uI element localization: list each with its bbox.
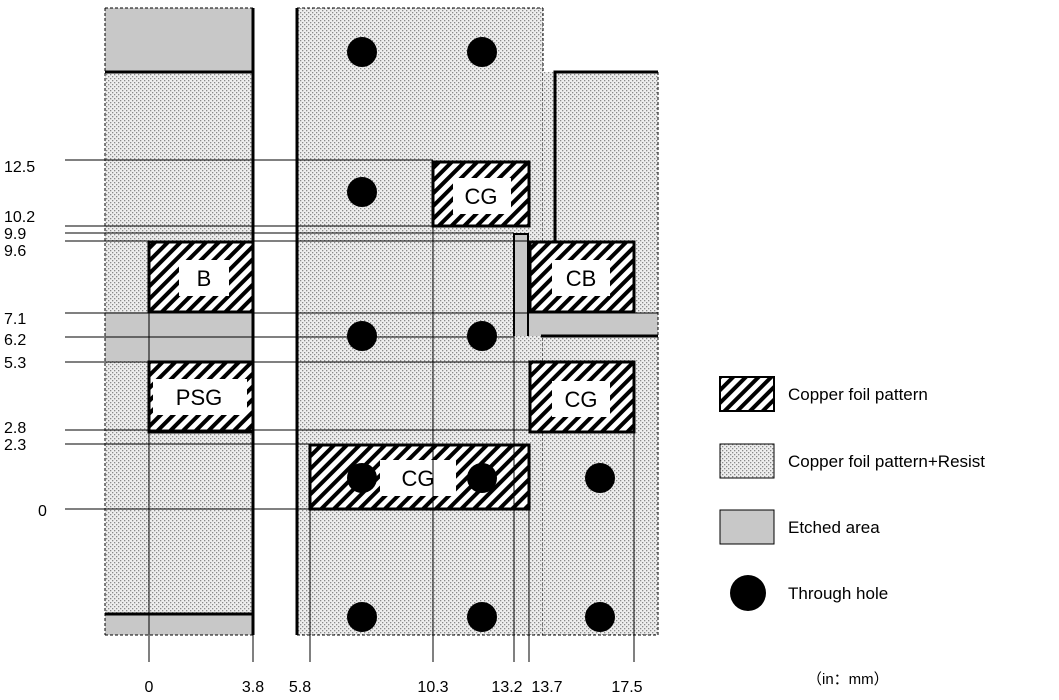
legend-etched-swatch bbox=[719, 509, 775, 545]
through-hole bbox=[347, 321, 377, 351]
middle-resist-area bbox=[297, 8, 543, 635]
pad-psg-label: PSG bbox=[176, 385, 222, 410]
legend-hatch-swatch bbox=[719, 376, 775, 412]
legend-hole-icon bbox=[730, 575, 766, 611]
pad-cg-right: CG bbox=[528, 360, 636, 434]
pad-b-label: B bbox=[197, 266, 212, 291]
pad-cg-bottom-label: CG bbox=[402, 466, 435, 491]
right-board bbox=[513, 70, 659, 636]
middle-board bbox=[295, 7, 544, 636]
through-hole bbox=[347, 463, 377, 493]
through-hole bbox=[347, 37, 377, 67]
y-tick-label: 0 bbox=[38, 503, 47, 520]
y-tick-label: 9.6 bbox=[4, 243, 26, 260]
x-tick-label: 0 bbox=[145, 679, 154, 696]
unit-label: （in：mm） bbox=[807, 671, 889, 688]
x-tick-label: 5.8 bbox=[289, 679, 311, 696]
through-hole bbox=[347, 177, 377, 207]
pad-cb-label: CB bbox=[566, 266, 597, 291]
through-hole bbox=[467, 321, 497, 351]
x-tick-labels: 0 3.8 5.8 10.3 13.2 13.7 17.5 bbox=[145, 679, 643, 696]
vertical-dimension-lines bbox=[148, 226, 635, 662]
x-tick-label: 10.3 bbox=[417, 679, 448, 696]
legend-label-through-hole: Through hole bbox=[788, 584, 888, 603]
through-hole bbox=[347, 602, 377, 632]
through-hole bbox=[467, 37, 497, 67]
left-etched-bottom bbox=[105, 614, 253, 635]
right-resist-area bbox=[543, 72, 658, 635]
pad-cg-right-label: CG bbox=[565, 387, 598, 412]
through-hole bbox=[585, 602, 615, 632]
through-hole bbox=[467, 602, 497, 632]
y-tick-label: 6.2 bbox=[4, 332, 26, 349]
right-etched-horizontal bbox=[514, 313, 658, 336]
x-tick-label: 13.7 bbox=[531, 679, 562, 696]
y-tick-labels: 12.5 10.2 9.9 9.6 7.1 6.2 5.3 2.8 2.3 0 bbox=[4, 159, 47, 520]
right-top-edge bbox=[553, 70, 658, 241]
y-tick-label: 10.2 bbox=[4, 209, 35, 226]
legend-dots-swatch bbox=[719, 443, 775, 479]
y-tick-label: 12.5 bbox=[4, 159, 35, 176]
y-tick-label: 7.1 bbox=[4, 311, 26, 328]
pad-cg-bottom: CG bbox=[308, 443, 531, 511]
pad-cb: CB bbox=[528, 240, 636, 314]
y-tick-label: 2.3 bbox=[4, 437, 26, 454]
through-hole bbox=[467, 463, 497, 493]
legend-label-copper-resist: Copper foil pattern+Resist bbox=[788, 452, 985, 471]
left-etched-top bbox=[105, 8, 253, 72]
through-hole bbox=[585, 463, 615, 493]
y-tick-label: 9.9 bbox=[4, 226, 26, 243]
legend: Copper foil pattern Copper foil pattern+… bbox=[719, 376, 985, 688]
pad-cg-top: CG bbox=[431, 160, 531, 228]
right-etched-vertical bbox=[514, 234, 528, 336]
x-tick-label: 3.8 bbox=[242, 679, 264, 696]
pad-cg-top-label: CG bbox=[465, 184, 498, 209]
y-tick-label: 5.3 bbox=[4, 355, 26, 372]
legend-label-etched: Etched area bbox=[788, 518, 880, 537]
pad-psg: PSG bbox=[147, 360, 255, 434]
horizontal-dimension-lines bbox=[65, 159, 530, 510]
through-holes bbox=[347, 37, 615, 632]
y-tick-label: 2.8 bbox=[4, 420, 26, 437]
pad-b: B bbox=[147, 240, 255, 314]
x-tick-label: 17.5 bbox=[611, 679, 642, 696]
left-board bbox=[104, 7, 255, 636]
legend-label-copper: Copper foil pattern bbox=[788, 385, 928, 404]
x-tick-label: 13.2 bbox=[491, 679, 522, 696]
